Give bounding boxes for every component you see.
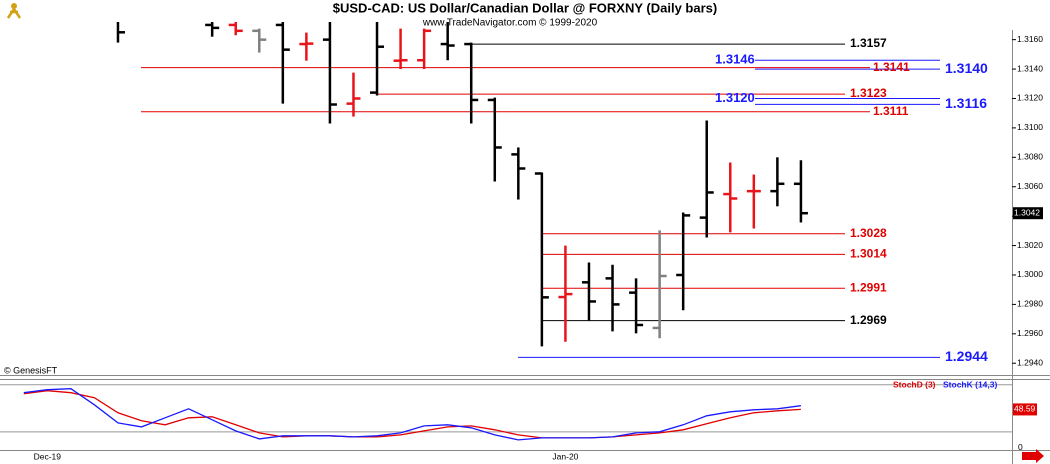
legend-entry: StochK (14,3) (943, 379, 997, 389)
level-label: 1.3014 (850, 247, 887, 261)
last-price-box (1013, 207, 1043, 220)
level-label: 1.3141 (873, 60, 910, 74)
y-tick-label: 1.3160 (1017, 34, 1043, 44)
y-tick-label: 1.3100 (1017, 122, 1043, 132)
x-tick-label: Jan-20 (552, 451, 578, 461)
level-label: 1.3028 (850, 226, 887, 240)
x-tick-label: Dec-19 (34, 451, 62, 461)
scroll-arrow[interactable] (1022, 449, 1044, 463)
level-label: 1.2969 (850, 313, 887, 327)
level-label: 1.3111 (873, 104, 909, 118)
y-tick-label: 1.3080 (1017, 152, 1043, 162)
last-value-label: 48.59 (1014, 404, 1036, 414)
last-value-box (1013, 403, 1037, 416)
chart-title: $USD-CAD: US Dollar/Canadian Dollar @ FO… (333, 0, 717, 15)
y-tick-label: 1.2980 (1017, 299, 1043, 309)
level-label: 1.3123 (850, 86, 887, 100)
credit: © GenesisFT (4, 365, 58, 375)
y-tick-label: 1.3120 (1017, 93, 1043, 103)
level-label: 1.3157 (850, 36, 887, 50)
y-tick-label: 1.2960 (1017, 328, 1043, 338)
price-plot (116, 22, 940, 358)
level-label: 1.3120 (715, 90, 755, 105)
app-icon (6, 3, 22, 19)
stoch-line (23, 388, 801, 441)
y-tick-label: 1.3140 (1017, 63, 1043, 73)
last-price-label: 1.3042 (1014, 207, 1040, 217)
level-label: 1.3146 (715, 52, 755, 67)
chart-subtitle: www.TradeNavigator.com © 1999-2020 (422, 18, 598, 29)
level-label: 1.2944 (945, 348, 988, 364)
stoch-plot (0, 384, 1012, 441)
level-label: 1.3116 (945, 95, 987, 111)
y-tick-label: 0 (1018, 442, 1023, 452)
y-tick-label: 1.2940 (1017, 357, 1043, 367)
level-label: 1.3140 (945, 60, 988, 76)
y-tick-label: 1.3000 (1017, 269, 1043, 279)
y-tick-label: 1.3060 (1017, 181, 1043, 191)
legend-entry: StochD (3) (893, 379, 936, 389)
y-tick-label: 1.3020 (1017, 240, 1043, 250)
level-label: 1.2991 (850, 280, 887, 294)
